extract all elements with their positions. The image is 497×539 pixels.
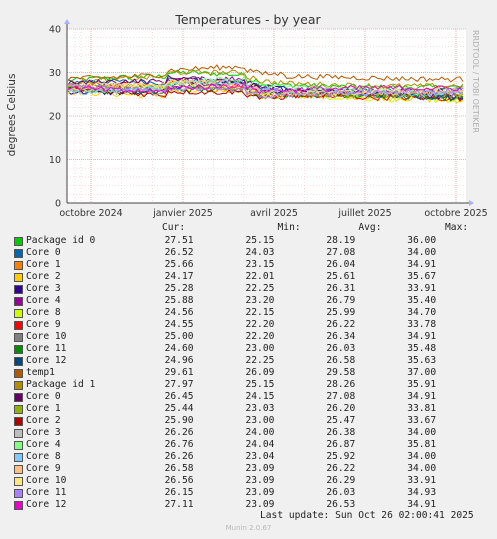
legend-swatch [14, 333, 23, 342]
legend-swatch [14, 477, 23, 486]
legend-row: Core 3 26.26 24.00 26.38 34.00 [26, 427, 437, 438]
series-line [67, 78, 464, 97]
legend-swatch [14, 405, 23, 414]
x-axis-arrow [469, 200, 474, 206]
legend-row: Package id 0 27.51 25.15 28.19 36.00 [26, 235, 437, 246]
legend-row: Core 1 25.66 23.15 26.04 34.91 [26, 259, 437, 270]
legend-swatch [14, 441, 23, 450]
legend-swatch [14, 429, 23, 438]
y-tick-label: 10 [49, 155, 61, 166]
y-axis-label: degrees Celsius [6, 74, 18, 157]
y-tick-label: 0 [55, 199, 61, 210]
last-update: Last update: Sun Oct 26 02:00:41 2025 [260, 510, 474, 521]
legend-row: Core 2 24.17 22.01 25.61 35.67 [26, 271, 437, 282]
legend-row: Core 12 27.11 23.09 26.53 34.91 [26, 499, 437, 510]
y-tick-label: 20 [49, 112, 61, 123]
series-line [67, 64, 464, 83]
series-lines [67, 64, 464, 104]
munin-version: Munin 2.0.67 [225, 524, 272, 532]
legend-row: Core 0 26.45 24.15 27.08 34.91 [26, 391, 437, 402]
x-tick-label: octobre 2025 [424, 208, 487, 219]
series-line [67, 80, 464, 99]
y-tick-label: 40 [49, 25, 61, 36]
legend-swatch [14, 345, 23, 354]
legend-row: Core 10 26.56 23.09 26.29 33.91 [26, 475, 437, 486]
legend-row: Core 11 26.15 23.09 26.03 34.93 [26, 487, 437, 498]
legend-swatch [14, 273, 23, 282]
legend-row: Core 8 26.26 23.04 25.92 34.00 [26, 451, 437, 462]
legend-swatch [14, 417, 23, 426]
legend-row: Core 3 25.28 22.25 26.31 33.91 [26, 283, 437, 294]
legend-row: Core 1 25.44 23.03 26.20 33.81 [26, 403, 437, 414]
legend-row: Core 11 24.60 23.00 26.03 35.48 [26, 343, 437, 354]
legend-row: Core 4 25.88 23.20 26.79 35.40 [26, 295, 437, 306]
legend-row: Core 9 26.58 23.09 26.22 34.00 [26, 463, 437, 474]
legend-row: Core 4 26.76 24.04 26.87 35.81 [26, 439, 437, 450]
legend-swatch [14, 309, 23, 318]
legend-row: temp1 29.61 26.09 29.58 37.00 [26, 367, 437, 378]
legend-row: Core 9 24.55 22.20 26.22 33.78 [26, 319, 437, 330]
legend-row: Core 12 24.96 22.25 26.58 35.63 [26, 355, 437, 366]
legend-header: Cur: Min: Avg: Max: [162, 222, 469, 233]
legend-swatch [14, 321, 23, 330]
legend-swatch [14, 261, 23, 270]
legend-row: Core 10 25.00 22.20 26.34 34.91 [26, 331, 437, 342]
legend-row: Core 0 26.52 24.03 27.08 34.00 [26, 247, 437, 258]
series-line [67, 81, 464, 95]
y-tick-label: 30 [49, 68, 61, 79]
legend-swatch [14, 369, 23, 378]
legend-row: Core 8 24.56 22.15 25.99 34.70 [26, 307, 437, 318]
legend-swatch [14, 357, 23, 366]
y-axis-arrow [64, 19, 70, 24]
legend-swatch [14, 285, 23, 294]
legend-swatch [14, 489, 23, 498]
legend-swatch [14, 237, 23, 246]
legend-swatch [14, 297, 23, 306]
x-tick-label: avril 2025 [250, 208, 298, 219]
axes: 0 10 20 30 40 octobre 2024 janvier 2025 avril 2… [49, 19, 488, 219]
legend-swatch [14, 249, 23, 258]
legend-swatch [14, 465, 23, 474]
series-line [67, 83, 464, 99]
rrdtool-credit: RRDTOOL / TOBI OETIKER [471, 30, 480, 134]
legend-swatch [14, 453, 23, 462]
chart-title: Temperatures - by year [174, 12, 321, 27]
legend-row: Core 2 25.90 23.00 25.47 33.67 [26, 415, 437, 426]
x-tick-label: janvier 2025 [152, 208, 213, 219]
legend-swatch [14, 381, 23, 390]
x-tick-label: juillet 2025 [337, 208, 391, 219]
legend-swatch [14, 501, 23, 510]
legend-swatch [14, 393, 23, 402]
legend-row: Package id 1 27.97 25.15 28.26 35.91 [26, 379, 437, 390]
x-tick-label: octobre 2024 [59, 208, 122, 219]
